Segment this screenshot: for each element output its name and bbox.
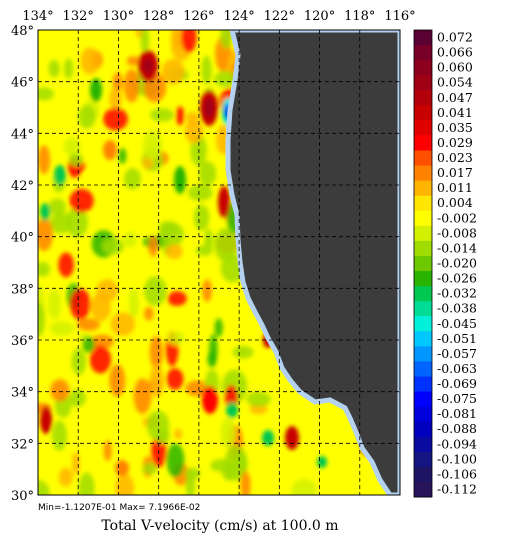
colorbar-swatch <box>414 286 432 302</box>
colorbar-label: 0.060 <box>437 60 473 75</box>
colorbar-swatch <box>414 195 432 212</box>
colorbar-label: 0.029 <box>437 135 473 150</box>
latitude-labels: 48° 46° 44° 42° 40° 38° 36° 34° 32° 30° <box>11 24 34 504</box>
colorbar-swatch <box>414 225 432 242</box>
colorbar-swatch <box>414 210 432 227</box>
colorbar-swatch <box>414 316 432 332</box>
colorbar-label: 0.023 <box>437 150 473 165</box>
colorbar-swatch <box>414 105 432 121</box>
colorbar-label: -0.063 <box>437 361 477 376</box>
colorbar-label: -0.051 <box>437 331 477 346</box>
colorbar-label: 0.041 <box>437 105 473 120</box>
lon-tick-label: 126° <box>183 9 214 24</box>
colorbar-label: -0.112 <box>437 481 477 496</box>
colorbar-swatch <box>414 406 432 423</box>
colorbar-swatch <box>414 150 432 167</box>
lon-tick-label: 122° <box>264 9 295 24</box>
colorbar-swatch <box>414 45 432 61</box>
colorbar-frame <box>413 29 433 498</box>
lon-tick-label: 128° <box>143 9 174 24</box>
colorbar-swatch <box>414 271 432 287</box>
colorbar-label: -0.100 <box>437 451 477 466</box>
lon-tick-label: 130° <box>103 9 134 24</box>
colorbar-label: -0.088 <box>437 421 477 436</box>
lat-tick-label: 46° <box>11 76 34 91</box>
lon-tick-label: 124° <box>223 9 254 24</box>
land-mass <box>225 30 400 495</box>
colorbar-label: -0.106 <box>437 466 477 481</box>
colorbar-label: 0.011 <box>437 180 473 195</box>
colorbar-label: -0.002 <box>437 210 477 225</box>
colorbar-label: 0.035 <box>437 120 473 135</box>
velocity-field <box>38 30 400 495</box>
lon-tick-label: 132° <box>63 9 94 24</box>
lat-tick-label: 30° <box>11 489 34 504</box>
colorbar-label: -0.008 <box>437 225 477 240</box>
colorbar-swatch <box>414 60 432 76</box>
colorbar-swatch <box>414 165 432 182</box>
lon-tick-label: 116° <box>384 9 415 24</box>
lat-tick-label: 34° <box>11 386 34 401</box>
colorbar-label: -0.026 <box>437 271 477 286</box>
colorbar-label: -0.038 <box>437 301 477 316</box>
lat-tick-label: 44° <box>11 127 34 142</box>
colorbar-swatch <box>414 255 432 272</box>
map-frame <box>37 29 401 496</box>
colorbar-swatch <box>414 361 432 377</box>
colorbar-label: -0.020 <box>437 256 477 271</box>
colorbar-label: -0.069 <box>437 376 477 391</box>
lon-tick-label: 120° <box>304 9 335 24</box>
colorbar-swatch <box>414 331 432 347</box>
lat-tick-label: 42° <box>11 179 34 194</box>
colorbar-swatch <box>414 421 432 438</box>
min-max-text: Min=-1.1207E-01 Max= 7.1966E-02 <box>38 503 200 513</box>
lon-tick-label: 118° <box>344 9 375 24</box>
colorbar-label: -0.057 <box>437 346 477 361</box>
colorbar-swatch <box>414 135 432 152</box>
colorbar-label: -0.094 <box>437 436 477 451</box>
colorbar-swatch <box>414 120 432 136</box>
colorbar-swatch <box>414 376 432 393</box>
colorbar-label: 0.004 <box>437 195 473 210</box>
colorbar-swatch <box>414 240 432 257</box>
colorbar-label: -0.045 <box>437 316 477 331</box>
colorbar-swatch <box>414 180 432 197</box>
colorbar-swatch <box>414 90 432 106</box>
colorbar-swatch <box>414 466 432 483</box>
lat-tick-label: 40° <box>11 231 34 246</box>
colorbar-label: -0.014 <box>437 240 477 255</box>
colorbar-label: 0.017 <box>437 165 473 180</box>
lat-tick-label: 32° <box>11 437 34 452</box>
colorbar-swatch <box>414 301 432 317</box>
longitude-labels: 134° 132° 130° 128° 126° 124° 122° 120° 118° 116° <box>22 9 415 24</box>
graticule <box>38 30 400 495</box>
colorbar-label: 0.072 <box>437 30 473 45</box>
colorbar-label: 0.066 <box>437 45 473 60</box>
colorbar-label: -0.075 <box>437 391 477 406</box>
colorbar: 0.0720.0660.0600.0540.0470.0410.0350.029… <box>413 29 477 498</box>
colorbar-swatch <box>414 481 432 498</box>
lon-tick-label: 134° <box>22 9 53 24</box>
map-title: Total V-velocity (cm/s) at 100.0 m <box>101 518 338 534</box>
lat-tick-label: 48° <box>11 24 34 39</box>
colorbar-label: -0.032 <box>437 286 477 301</box>
lat-tick-label: 36° <box>11 334 34 349</box>
lat-tick-label: 38° <box>11 282 34 297</box>
colorbar-swatch <box>414 75 432 91</box>
colorbar-swatch <box>414 346 432 362</box>
colorbar-swatch <box>414 451 432 468</box>
colorbar-swatch <box>414 391 432 408</box>
colorbar-swatch <box>414 436 432 453</box>
colorbar-label: 0.047 <box>437 90 473 105</box>
colorbar-label: -0.081 <box>437 406 477 421</box>
colorbar-swatch <box>414 30 432 46</box>
colorbar-label: 0.054 <box>437 75 473 90</box>
